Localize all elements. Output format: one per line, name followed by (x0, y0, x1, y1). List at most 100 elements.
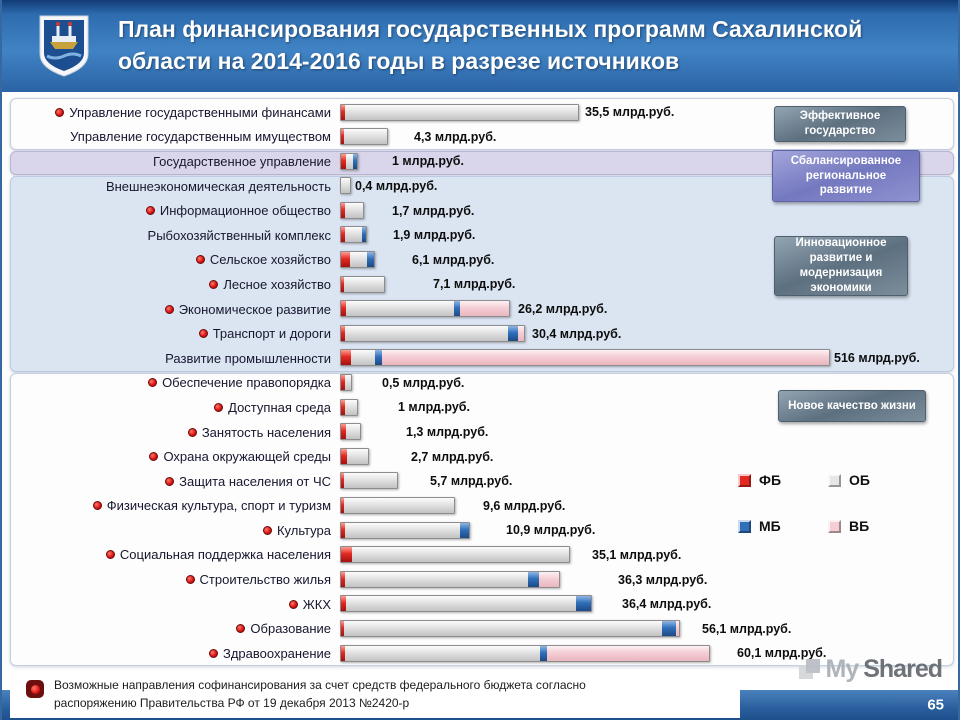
chart-row: Внешнеэкономическая деятельность 0,4 млр… (10, 174, 954, 199)
bar-segment-ob (347, 448, 368, 464)
bar-area: 36,3 млрд.руб. (340, 567, 954, 592)
cofinance-marker-icon (262, 525, 272, 535)
bar-area: 0,4 млрд.руб. (340, 174, 954, 199)
category-label: Занятость населения (10, 425, 340, 440)
chart-row: Информационное общество 1,7 млрд.руб. (10, 198, 954, 223)
category-label: Внешнеэкономическая деятельность (10, 179, 340, 194)
value-label: 1,9 млрд.руб. (393, 228, 476, 243)
myshared-watermark: My Shared (798, 655, 943, 684)
cofinance-marker-icon (187, 427, 197, 437)
category-label-text: Лесное хозяйство (223, 276, 331, 292)
chart-row: Охрана окружающей среды 2,7 млрд.руб. (10, 444, 954, 469)
category-label: Защита населения от ЧС (10, 474, 340, 489)
bar-area: 2,7 млрд.руб. (340, 444, 954, 469)
bar-segment-vb (382, 350, 829, 366)
bar-area: 30,4 млрд.руб. (340, 321, 954, 346)
legend-swatch-fb (738, 473, 751, 487)
category-label: Рыбохозяйственный комплекс (10, 228, 340, 243)
bar-segment-ob (344, 498, 454, 513)
bar-segment-ob (341, 178, 350, 194)
cofinance-marker-icon (105, 550, 115, 560)
category-label-text: Транспорт и дороги (212, 326, 331, 342)
bar-segment-fb (341, 620, 345, 636)
legend-item-mb: МБ (738, 518, 828, 534)
category-label-text: Здравоохранение (222, 645, 331, 661)
bar-area: 56,1 млрд.руб. (340, 616, 954, 641)
bar-segment-ob (346, 596, 576, 612)
bar (340, 570, 560, 588)
bar-segment-vb (539, 571, 559, 587)
bar-segment-ob (343, 129, 387, 145)
bar-segment-ob (345, 424, 360, 440)
chart-row: Сельское хозяйство 6,1 млрд.руб. (10, 248, 954, 273)
bar-area: 7,1 млрд.руб. (340, 272, 954, 297)
chart-row: Лесное хозяйство 7,1 млрд.руб. (10, 272, 954, 297)
bar (340, 128, 388, 146)
bar (340, 619, 680, 637)
bar (340, 546, 570, 564)
bar-segment-ob (343, 276, 384, 292)
page-number: 65 (927, 696, 944, 714)
bar (340, 521, 470, 539)
cofinance-marker-icon (55, 107, 65, 117)
bar-segment-fb (341, 252, 351, 268)
category-label: Транспорт и дороги (10, 326, 340, 341)
bar-segment-fb (341, 399, 345, 415)
bar-segment-mb (352, 153, 357, 169)
bar-segment-fb (341, 129, 344, 145)
category-label: Образование (10, 621, 340, 636)
value-label: 36,4 млрд.руб. (622, 597, 712, 612)
bar-segment-mb (375, 350, 383, 366)
category-label: Управление государственными финансами (10, 105, 340, 120)
category-label-text: Социальная поддержка населения (119, 547, 331, 563)
bar-segment-fb (341, 202, 345, 218)
category-label-text: Защита населения от ЧС (179, 473, 331, 489)
bar (340, 447, 369, 465)
page-title-line1: План финансирования государственных прог… (118, 16, 863, 42)
legend-item-vb: ВБ (828, 518, 918, 534)
category-label-text: Внешнеэкономическая деятельность (105, 178, 331, 194)
cofinance-marker-icon (236, 624, 246, 634)
category-label: Государственное управление (10, 154, 340, 169)
value-label: 60,1 млрд.руб. (737, 646, 827, 661)
category-label: Управление государственным имуществом (10, 129, 340, 144)
bar-area: 26,2 млрд.руб. (340, 297, 954, 322)
cofinance-marker-icon (92, 501, 102, 511)
bar (340, 644, 710, 662)
category-label-text: ЖКХ (302, 596, 331, 612)
category-label: Лесное хозяйство (10, 277, 340, 292)
bar-segment-fb (341, 227, 345, 243)
watermark-text-shared: Shared (863, 655, 943, 683)
category-label-text: Управление государственными финансами (69, 104, 331, 120)
bar-segment-ob (344, 227, 363, 243)
value-label: 4,3 млрд.руб. (414, 129, 497, 144)
bar-segment-fb (341, 547, 353, 563)
chart-row: Развитие промышленности 516 млрд.руб. (10, 346, 954, 371)
bar-segment-ob (344, 522, 461, 538)
cofinance-marker-icon (209, 279, 219, 289)
value-label: 36,3 млрд.руб. (618, 572, 708, 587)
bar (340, 497, 455, 514)
bar-segment-fb (341, 153, 347, 169)
bar-segment-ob (345, 375, 351, 391)
bar-area: 1 млрд.руб. (340, 149, 954, 174)
bar-segment-fb (341, 325, 345, 341)
footer-note: Возможные направления софинансирования з… (10, 671, 740, 718)
bar-segment-fb (341, 301, 347, 317)
category-label: ЖКХ (10, 597, 340, 612)
category-label: Развитие промышленности (10, 351, 340, 366)
value-label: 0,5 млрд.руб. (382, 375, 465, 390)
bar-segment-mb (576, 596, 591, 612)
myshared-logo-icon (798, 658, 821, 681)
bar (340, 152, 358, 170)
header: План финансирования государственных прог… (2, 0, 958, 92)
category-label-text: Сельское хозяйство (209, 252, 331, 268)
bar (340, 103, 579, 121)
bar-segment-fb (341, 473, 345, 489)
bar-segment-fb (341, 645, 345, 661)
page-title: План финансирования государственных прог… (118, 13, 862, 77)
category-label-text: Развитие промышленности (165, 350, 331, 366)
category-label: Обеспечение правопорядка (10, 375, 340, 390)
page-title-line2: области на 2014-2016 годы в разрезе исто… (118, 48, 680, 75)
value-label: 7,1 млрд.руб. (433, 277, 516, 292)
